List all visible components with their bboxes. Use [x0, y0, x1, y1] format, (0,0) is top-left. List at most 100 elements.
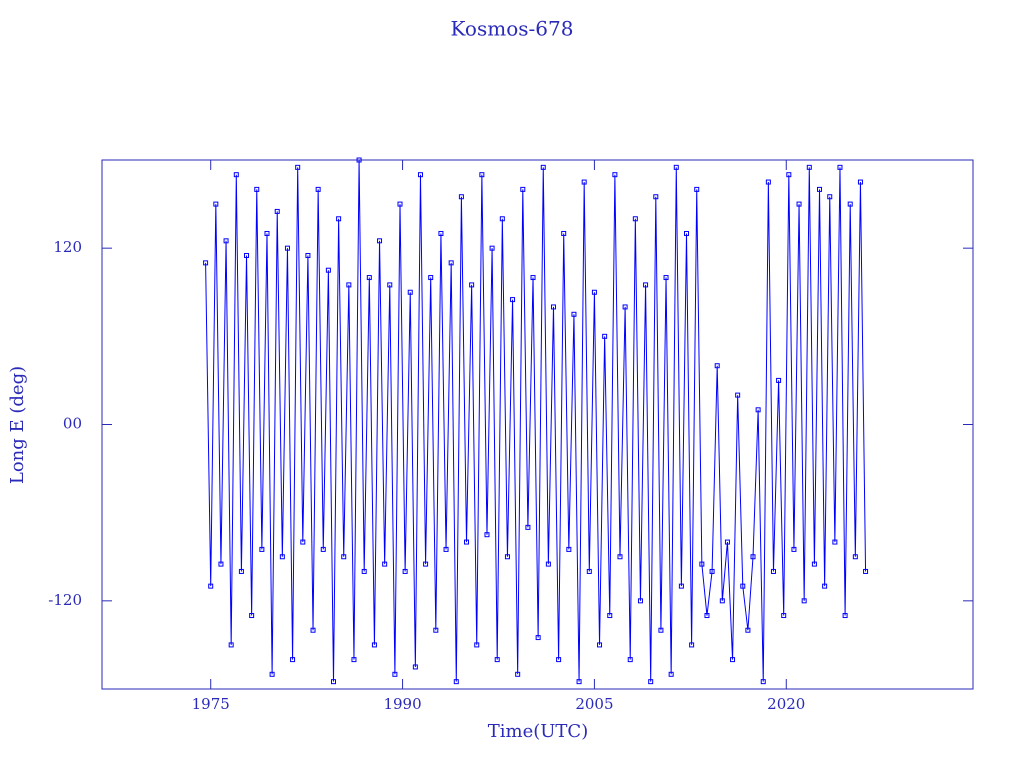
data-point: [863, 568, 869, 574]
x-tick-label: 2020: [767, 695, 805, 713]
data-point: [356, 157, 362, 163]
data-point: [607, 613, 613, 619]
data-point: [622, 304, 628, 310]
data-point: [387, 282, 393, 288]
data-point: [576, 679, 582, 685]
data-point: [740, 583, 746, 589]
data-point: [213, 201, 219, 207]
data-point: [822, 583, 828, 589]
data-point: [545, 561, 551, 567]
data-point: [233, 172, 239, 178]
data-point: [402, 568, 408, 574]
data-point: [300, 539, 306, 545]
data-point: [464, 539, 470, 545]
data-point: [208, 583, 214, 589]
data-point: [269, 671, 275, 677]
data-point: [453, 679, 459, 685]
data-point: [571, 311, 577, 317]
data-point: [417, 172, 423, 178]
data-point: [699, 561, 705, 567]
data-point: [730, 657, 736, 663]
data-point: [653, 194, 659, 200]
data-point: [279, 554, 285, 560]
data-point: [617, 554, 623, 560]
x-axis-label: Time(UTC): [488, 721, 588, 742]
data-point: [678, 583, 684, 589]
data-point: [366, 275, 372, 281]
data-point: [765, 179, 771, 185]
data-point: [811, 561, 817, 567]
data-point: [525, 524, 531, 530]
data-point: [837, 164, 843, 170]
data-point: [770, 568, 776, 574]
data-point: [581, 179, 587, 185]
data-point: [566, 546, 572, 552]
data-point: [776, 377, 782, 383]
data-point: [474, 642, 480, 648]
data-point: [719, 598, 725, 604]
data-point: [484, 532, 490, 538]
data-point: [382, 561, 388, 567]
data-point: [469, 282, 475, 288]
data-point: [561, 230, 567, 236]
data-point: [663, 275, 669, 281]
data-point: [336, 216, 342, 222]
data-point: [443, 546, 449, 552]
data-point: [832, 539, 838, 545]
data-point: [684, 230, 690, 236]
data-point: [315, 186, 321, 192]
data-point: [714, 363, 720, 369]
data-point: [290, 657, 296, 663]
data-point: [351, 657, 357, 663]
data-point: [361, 568, 367, 574]
data-point: [806, 164, 812, 170]
data-point: [745, 627, 751, 633]
data-point: [724, 539, 730, 545]
data-point: [602, 333, 608, 339]
data-point: [694, 186, 700, 192]
data-point: [520, 186, 526, 192]
data-point: [847, 201, 853, 207]
data-point: [796, 201, 802, 207]
data-point: [249, 613, 255, 619]
data-point: [407, 289, 413, 295]
data-point: [504, 554, 510, 560]
data-point: [284, 245, 290, 251]
data-point: [305, 253, 311, 259]
data-point: [223, 238, 229, 244]
data-point: [274, 208, 280, 214]
data-point: [627, 657, 633, 663]
data-point: [320, 546, 326, 552]
data-point: [535, 635, 541, 641]
data-point: [515, 671, 521, 677]
data-point: [295, 164, 301, 170]
data-point: [448, 260, 454, 266]
data-point: [857, 179, 863, 185]
data-point: [325, 267, 331, 273]
data-point: [510, 297, 516, 303]
data-point: [341, 554, 347, 560]
x-tick-label: 1990: [383, 695, 421, 713]
data-point: [218, 561, 224, 567]
data-point: [412, 664, 418, 670]
data-point: [632, 216, 638, 222]
data-point: [643, 282, 649, 288]
x-tick-label: 2005: [575, 695, 613, 713]
data-point: [238, 568, 244, 574]
data-point: [540, 164, 546, 170]
chart-title: Kosmos-678: [451, 17, 574, 41]
data-point: [673, 164, 679, 170]
data-point: [228, 642, 234, 648]
y-tick-label: -120: [48, 591, 82, 609]
data-point: [550, 304, 556, 310]
data-point: [842, 613, 848, 619]
data-point: [377, 238, 383, 244]
data-point: [264, 230, 270, 236]
data-point: [479, 172, 485, 178]
data-point: [852, 554, 858, 560]
data-point: [530, 275, 536, 281]
data-line: [205, 159, 867, 682]
data-point: [637, 598, 643, 604]
data-point: [735, 392, 741, 398]
data-point: [346, 282, 352, 288]
